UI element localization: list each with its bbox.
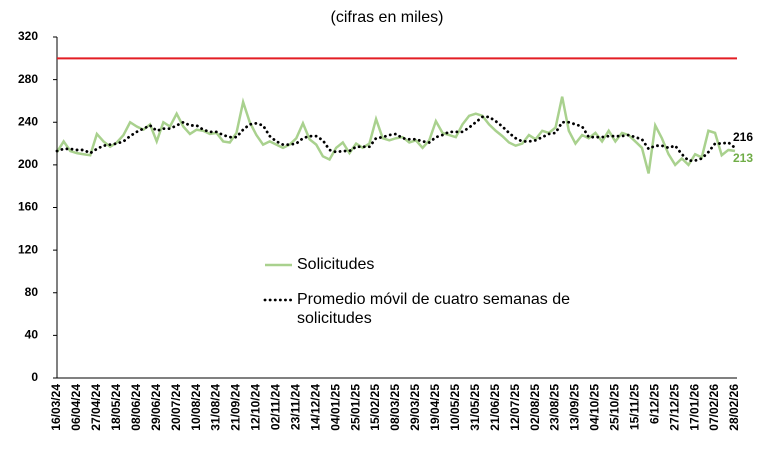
y-tick-label: 40 (25, 328, 39, 342)
x-tick-label: 15/11/25 (627, 384, 641, 430)
x-tick-label: 15/02/25 (368, 384, 382, 431)
x-tick-label: 31/08/24 (209, 384, 223, 431)
end-label: 213 (733, 151, 753, 165)
x-tick-label: 23/11/24 (288, 384, 302, 430)
x-tick-label: 08/03/25 (388, 384, 402, 431)
x-tick-label: 02/08/25 (528, 384, 542, 431)
x-tick-label: 13/09/25 (568, 384, 582, 431)
x-tick-label: 25/10/25 (608, 384, 622, 431)
x-tick-label: 19/04/25 (428, 384, 442, 431)
series-line (55, 115, 737, 163)
x-tick-label: 12/07/25 (508, 384, 522, 431)
x-tick-label: 20/07/24 (169, 384, 183, 431)
x-tick-label: 6/12/25 (647, 384, 661, 424)
legend-item: Promedio móvil de cuatro semanas de soli… (297, 291, 571, 327)
x-tick-label: 29/06/24 (149, 384, 163, 431)
y-tick-label: 320 (18, 29, 38, 43)
end-label: 216 (733, 130, 753, 144)
x-tick-label: 08/06/24 (129, 384, 143, 431)
x-tick-label: 10/08/24 (189, 384, 203, 431)
y-tick-label: 200 (18, 157, 38, 171)
x-tick-label: 21/09/24 (229, 384, 243, 431)
x-tick-label: 27/04/24 (89, 384, 103, 431)
x-tick-label: 12/10/24 (249, 384, 263, 431)
x-tick-label: 07/02/26 (707, 384, 721, 431)
x-tick-label: 16/03/24 (49, 384, 63, 431)
x-tick-label: 18/05/24 (109, 384, 123, 431)
x-tick-label: 27/12/25 (667, 384, 681, 431)
x-tick-label: 14/12/24 (308, 384, 322, 431)
x-tick-label: 02/11/24 (269, 384, 283, 430)
x-tick-label: 28/02/26 (727, 384, 741, 431)
y-tick-label: 160 (18, 200, 38, 214)
x-tick-label: 04/01/25 (328, 384, 342, 431)
series-line (55, 96, 736, 174)
x-tick-label: 17/01/26 (687, 384, 701, 431)
x-tick-label: 04/10/25 (588, 384, 602, 431)
legend-label: Solicitudes (297, 256, 375, 273)
y-tick-label: 240 (18, 114, 38, 128)
chart-subtitle: (cifras en miles) (331, 9, 444, 26)
x-tick-label: 29/03/25 (408, 384, 422, 431)
x-tick-label: 06/04/24 (69, 384, 83, 431)
y-tick-label: 120 (18, 242, 38, 256)
x-tick-label: 21/06/25 (488, 384, 502, 431)
x-tick-label: 23/08/25 (548, 384, 562, 431)
legend-label: Promedio móvil de cuatro semanas de soli… (297, 291, 571, 327)
x-tick-label: 25/01/25 (348, 384, 362, 431)
x-tick-label: 10/05/25 (448, 384, 462, 431)
y-tick-label: 0 (31, 370, 38, 384)
y-tick-label: 280 (18, 72, 38, 86)
y-tick-label: 80 (25, 285, 39, 299)
legend-item: Solicitudes (297, 256, 375, 273)
x-tick-label: 31/05/25 (468, 384, 482, 431)
